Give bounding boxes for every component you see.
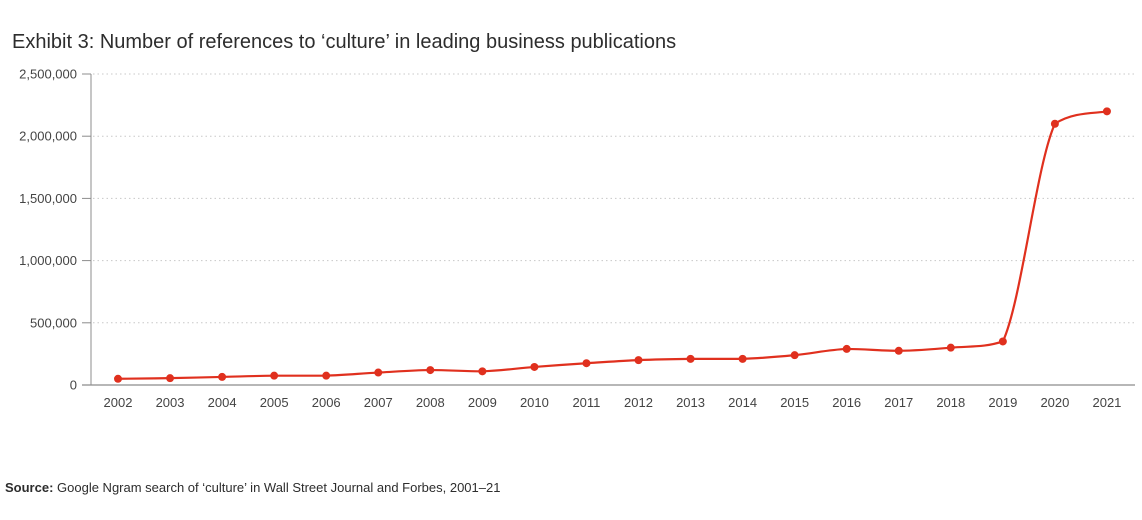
y-tick-label: 1,500,000 xyxy=(19,191,77,206)
data-point-2017 xyxy=(894,346,903,355)
y-axis: 0 500,000 1,000,000 1,500,000 2,000,000 2,500… xyxy=(19,67,92,393)
x-tick-label: 2006 xyxy=(312,395,341,410)
x-tick-label: 2019 xyxy=(988,395,1017,410)
data-point-2006 xyxy=(322,371,331,380)
x-tick-label: 2013 xyxy=(676,395,705,410)
x-tick-label: 2005 xyxy=(260,395,289,410)
data-point-2020 xyxy=(1050,119,1059,128)
x-tick-label: 2015 xyxy=(780,395,809,410)
chart-title: Exhibit 3: Number of references to ‘cult… xyxy=(12,31,677,53)
data-point-2011 xyxy=(582,359,591,368)
series-line xyxy=(117,110,1108,380)
line-chart: 0 500,000 1,000,000 1,500,000 2,000,000 2,500… xyxy=(19,67,1135,410)
data-point-2005 xyxy=(270,371,279,380)
data-point-2008 xyxy=(426,366,435,375)
data-points xyxy=(114,107,1111,383)
x-tick-label: 2018 xyxy=(936,395,965,410)
x-tick-label: 2010 xyxy=(520,395,549,410)
data-point-2021 xyxy=(1102,107,1111,116)
x-tick-label: 2002 xyxy=(104,395,133,410)
x-tick-label: 2009 xyxy=(468,395,497,410)
data-point-2014 xyxy=(738,354,747,363)
source-note: Source: Google Ngram search of ‘culture’… xyxy=(5,480,500,495)
source-label: Source: xyxy=(5,480,54,495)
data-point-2002 xyxy=(114,374,122,383)
y-tick-label: 2,500,000 xyxy=(19,67,77,82)
x-tick-label: 2012 xyxy=(624,395,653,410)
data-point-2009 xyxy=(478,367,487,376)
data-point-2016 xyxy=(842,344,851,353)
source-text: Google Ngram search of ‘culture’ in Wall… xyxy=(53,480,501,495)
x-tick-label: 2004 xyxy=(208,395,237,410)
x-tick-label: 2007 xyxy=(364,395,393,410)
x-tick-label: 2020 xyxy=(1040,395,1069,410)
data-point-2004 xyxy=(218,372,227,381)
data-point-2019 xyxy=(998,337,1007,346)
data-point-2018 xyxy=(946,343,955,352)
x-tick-label: 2008 xyxy=(416,395,445,410)
data-point-2015 xyxy=(790,351,799,360)
data-point-2013 xyxy=(686,354,695,363)
y-tick-label: 500,000 xyxy=(30,315,77,330)
data-point-2010 xyxy=(530,362,539,371)
x-tick-label: 2003 xyxy=(156,395,185,410)
y-tick-label: 2,000,000 xyxy=(19,129,77,144)
data-point-2007 xyxy=(374,368,383,377)
x-tick-label: 2016 xyxy=(832,395,861,410)
x-tick-label: 2017 xyxy=(884,395,913,410)
data-point-2003 xyxy=(166,374,175,383)
y-tick-label: 0 xyxy=(70,378,77,393)
x-tick-label: 2021 xyxy=(1092,395,1121,410)
x-tick-label: 2011 xyxy=(572,395,600,410)
x-tick-label: 2014 xyxy=(728,395,757,410)
gridlines xyxy=(93,73,1135,324)
x-axis: 2002 2003 2004 2005 2006 2007 2008 2009 2010 2011… xyxy=(82,384,1135,410)
data-point-2012 xyxy=(634,356,643,365)
y-tick-label: 1,000,000 xyxy=(19,253,77,268)
